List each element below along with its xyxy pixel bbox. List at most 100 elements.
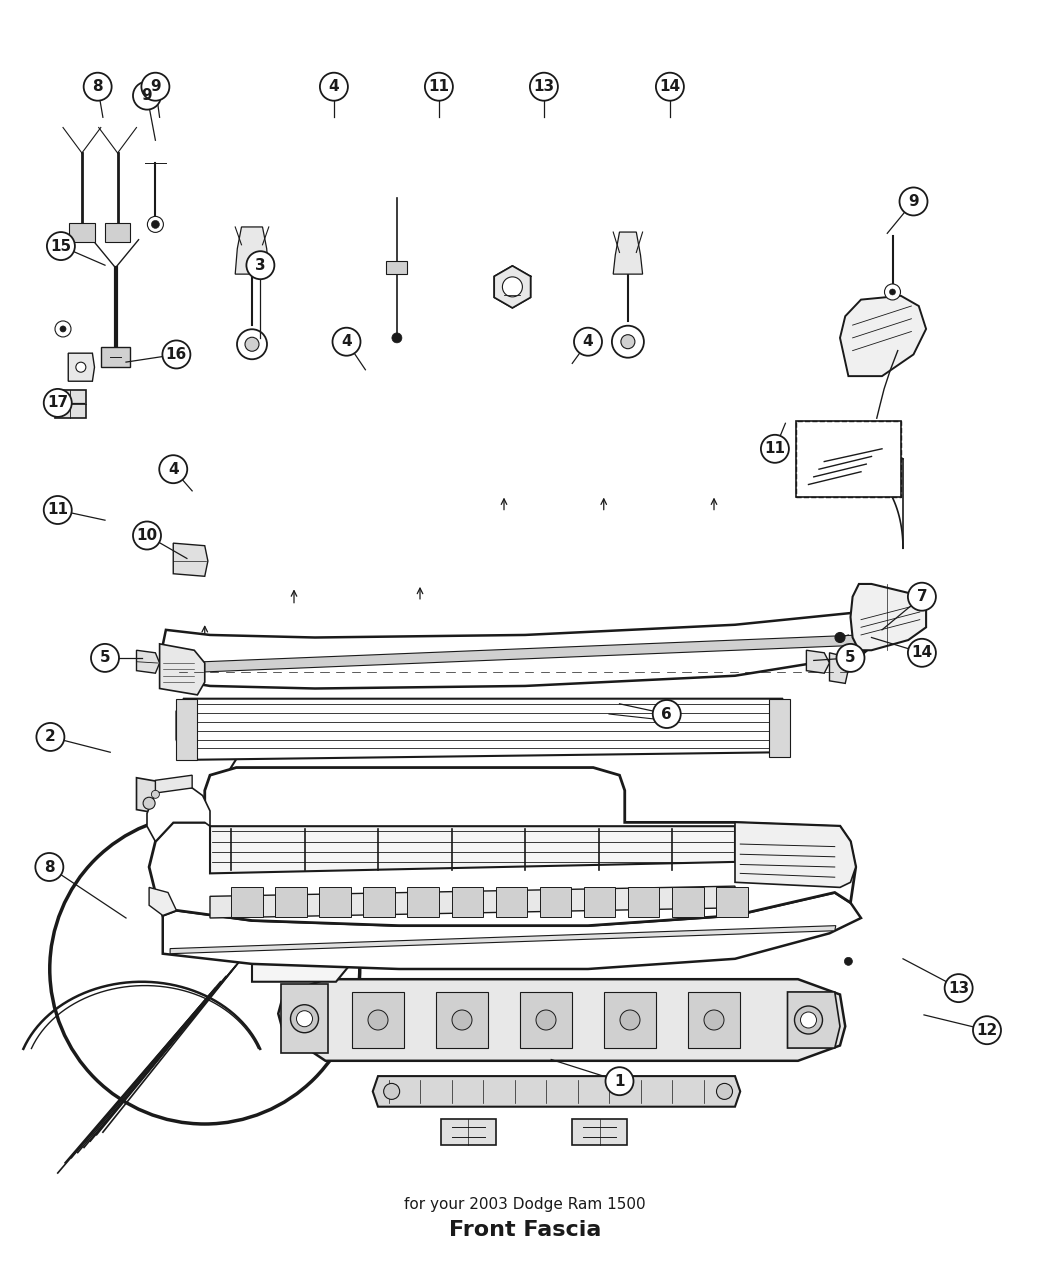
Circle shape [945,974,972,1002]
Circle shape [392,333,402,343]
Text: 9: 9 [142,88,152,103]
Polygon shape [840,296,926,376]
Circle shape [44,389,71,417]
Polygon shape [281,984,328,1053]
Polygon shape [160,644,205,695]
Polygon shape [176,699,790,760]
Polygon shape [170,926,836,954]
Circle shape [55,321,71,337]
Circle shape [287,919,322,955]
Circle shape [143,797,155,810]
Polygon shape [352,992,404,1048]
Circle shape [884,284,901,300]
Circle shape [37,723,64,751]
Polygon shape [386,261,407,274]
Circle shape [530,73,558,101]
Circle shape [795,1006,822,1034]
Polygon shape [806,650,830,673]
Circle shape [245,338,259,351]
Circle shape [160,455,187,483]
Text: 16: 16 [166,347,187,362]
Circle shape [844,958,853,965]
Circle shape [237,329,267,360]
Circle shape [612,325,644,358]
Text: 9: 9 [150,79,161,94]
Text: 4: 4 [168,462,178,477]
Circle shape [973,1016,1001,1044]
Polygon shape [163,892,861,969]
Circle shape [900,187,927,215]
Text: 6: 6 [662,706,672,722]
Circle shape [91,644,119,672]
Text: for your 2003 Dodge Ram 1500: for your 2003 Dodge Ram 1500 [404,1197,646,1213]
Polygon shape [68,353,94,381]
Polygon shape [235,227,269,274]
Polygon shape [252,886,357,982]
Circle shape [151,790,160,798]
Circle shape [656,73,684,101]
Circle shape [800,1012,817,1028]
Circle shape [84,73,111,101]
Circle shape [425,73,453,101]
Polygon shape [136,650,160,673]
Text: 10: 10 [136,528,158,543]
Polygon shape [231,887,262,917]
Circle shape [49,813,360,1125]
Polygon shape [55,390,86,418]
Text: 8: 8 [92,79,103,94]
Polygon shape [363,887,395,917]
Circle shape [44,496,71,524]
Bar [796,421,901,497]
Polygon shape [407,887,439,917]
Circle shape [889,289,896,295]
Circle shape [133,521,161,550]
Circle shape [502,277,523,297]
Polygon shape [769,699,790,757]
Circle shape [36,853,63,881]
Polygon shape [604,992,656,1048]
Polygon shape [147,788,210,842]
Polygon shape [613,232,643,274]
Polygon shape [155,775,192,793]
Circle shape [47,232,75,260]
Text: 5: 5 [100,650,110,666]
Polygon shape [540,887,571,917]
Circle shape [294,927,315,947]
Polygon shape [210,886,735,918]
Circle shape [142,73,169,101]
Polygon shape [584,887,615,917]
Circle shape [452,1010,472,1030]
Circle shape [296,1011,313,1026]
Polygon shape [441,1119,496,1145]
Polygon shape [788,992,840,1048]
Circle shape [704,1010,724,1030]
Circle shape [163,340,190,368]
Polygon shape [275,887,307,917]
Text: Front Fascia: Front Fascia [448,1220,602,1241]
Text: 4: 4 [329,79,339,94]
Text: 1: 1 [614,1074,625,1089]
Polygon shape [735,822,856,887]
Circle shape [133,82,161,110]
Polygon shape [210,826,735,873]
Polygon shape [173,635,861,673]
Circle shape [147,217,164,232]
Text: 11: 11 [764,441,785,456]
Polygon shape [194,877,257,915]
Polygon shape [796,421,901,497]
Text: 4: 4 [583,334,593,349]
Text: 11: 11 [428,79,449,94]
Circle shape [320,73,348,101]
Circle shape [60,326,66,332]
Polygon shape [373,1076,740,1107]
Polygon shape [495,266,530,307]
Polygon shape [278,979,845,1061]
Text: 8: 8 [44,859,55,875]
Text: 13: 13 [533,79,554,94]
Circle shape [620,1010,640,1030]
Polygon shape [149,887,176,915]
Polygon shape [173,543,208,576]
Circle shape [835,632,845,643]
Circle shape [383,1084,400,1099]
Polygon shape [436,992,488,1048]
